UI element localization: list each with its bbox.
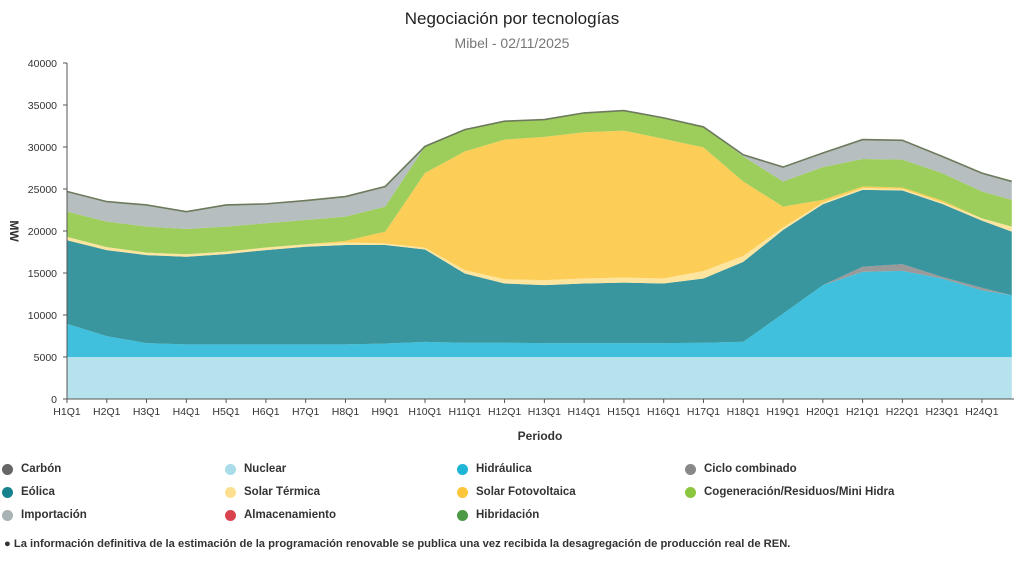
legend-item-nuclear[interactable]: Nuclear bbox=[225, 463, 286, 475]
total-outline bbox=[66, 109, 1012, 213]
x-tick-label: H11Q1 bbox=[449, 406, 482, 418]
legend-item-ciclo-combinado[interactable]: Ciclo combinado bbox=[685, 463, 797, 475]
x-tick-label: H16Q1 bbox=[647, 406, 680, 418]
y-tick-label: 0 bbox=[51, 394, 57, 406]
legend-item-cogeneraci-n-residuos-mini-hidra[interactable]: Cogeneración/Residuos/Mini Hidra bbox=[685, 486, 894, 498]
legend-label: Ciclo combinado bbox=[704, 463, 797, 475]
legend-label: Nuclear bbox=[244, 463, 287, 475]
legend-label: Cogeneración/Residuos/Mini Hidra bbox=[704, 486, 895, 498]
x-tick-label: H13Q1 bbox=[528, 406, 561, 418]
legend-label: Solar Térmica bbox=[244, 486, 321, 498]
legend-dot-icon bbox=[457, 463, 468, 475]
legend-item-solar-fotovoltaica[interactable]: Solar Fotovoltaica bbox=[457, 486, 576, 498]
x-tick-label: H24Q1 bbox=[965, 406, 998, 418]
legend-dot-icon bbox=[2, 463, 13, 475]
x-tick-label: H4Q1 bbox=[173, 406, 201, 418]
x-tick-label: H7Q1 bbox=[292, 406, 320, 418]
legend-item-almacenamiento[interactable]: Almacenamiento bbox=[225, 509, 336, 521]
y-tick-label: 10000 bbox=[28, 310, 57, 322]
legend-dot-icon bbox=[2, 486, 13, 498]
footnote: ● La información definitiva de la estima… bbox=[4, 538, 791, 550]
legend-dot-icon bbox=[685, 486, 696, 498]
legend-dot-icon bbox=[225, 509, 236, 521]
axes-layer: 0 5000 10000 15000 20000 25000 30000 35000 40000… bbox=[28, 58, 1014, 418]
legend-label: Hibridación bbox=[476, 509, 540, 521]
x-tick-label: H15Q1 bbox=[607, 406, 640, 418]
x-tick-label: H17Q1 bbox=[687, 406, 720, 418]
areas-layer bbox=[66, 109, 1012, 399]
area-ciclo-combinado[interactable] bbox=[67, 264, 1012, 345]
legend-item-hidr-ulica[interactable]: Hidráulica bbox=[457, 463, 532, 475]
legend-label: Importación bbox=[21, 509, 87, 521]
x-tick-label: H2Q1 bbox=[93, 406, 121, 418]
legend-item-hibridaci-n[interactable]: Hibridación bbox=[457, 509, 539, 521]
x-tick-label: H23Q1 bbox=[926, 406, 959, 418]
chart-subtitle: Mibel - 02/11/2025 bbox=[455, 35, 570, 51]
legend-item-importaci-n[interactable]: Importación bbox=[2, 509, 87, 521]
legend-dot-icon bbox=[225, 486, 236, 498]
y-axis-title: MW bbox=[7, 220, 21, 242]
x-tick-label: H1Q1 bbox=[53, 406, 81, 418]
area-cogeneraci-n-residuos-mini-hidra[interactable] bbox=[67, 110, 1012, 255]
legend-item-carb-n[interactable]: Carbón bbox=[2, 463, 61, 475]
legend-label: Solar Fotovoltaica bbox=[476, 486, 576, 498]
chart-title: Negociación por tecnologías bbox=[405, 9, 620, 28]
legend-label: Hidráulica bbox=[476, 463, 532, 475]
legend-dot-icon bbox=[225, 463, 236, 475]
x-tick-label: H18Q1 bbox=[727, 406, 760, 418]
x-tick-label: H20Q1 bbox=[806, 406, 839, 418]
legend-label: Carbón bbox=[21, 463, 62, 475]
legend-item-e-lica[interactable]: Eólica bbox=[2, 486, 55, 498]
legend-dot-icon bbox=[457, 509, 468, 521]
x-tick-label: H19Q1 bbox=[766, 406, 799, 418]
x-tick-label: H12Q1 bbox=[488, 406, 521, 418]
y-tick-label: 15000 bbox=[28, 268, 57, 280]
legend-dot-icon bbox=[685, 463, 696, 475]
y-tick-label: 30000 bbox=[28, 142, 57, 154]
y-tick-label: 25000 bbox=[28, 184, 57, 196]
x-tick-label: H22Q1 bbox=[886, 406, 919, 418]
legend-label: Almacenamiento bbox=[244, 509, 337, 521]
area-nuclear[interactable] bbox=[67, 357, 1012, 399]
y-tick-label: 40000 bbox=[28, 58, 57, 70]
x-tick-label: H9Q1 bbox=[372, 406, 400, 418]
x-tick-label: H8Q1 bbox=[332, 406, 360, 418]
x-tick-label: H10Q1 bbox=[408, 406, 441, 418]
legend-dot-icon bbox=[457, 486, 468, 498]
legend-label: Eólica bbox=[21, 486, 55, 498]
x-tick-label: H14Q1 bbox=[567, 406, 600, 418]
area-solar-fotovoltaica[interactable] bbox=[67, 130, 1012, 281]
y-tick-label: 20000 bbox=[28, 226, 57, 238]
area-hidr-ulica[interactable] bbox=[67, 270, 1012, 357]
y-tick-label: 5000 bbox=[34, 352, 58, 364]
legend-dot-icon bbox=[2, 509, 13, 521]
legend: Carbón Nuclear Hidráulica Ciclo combinado Eó… bbox=[0, 460, 1024, 530]
x-tick-label: H3Q1 bbox=[133, 406, 161, 418]
y-tick-label: 35000 bbox=[28, 100, 57, 112]
area-e-lica[interactable] bbox=[67, 189, 1012, 345]
x-tick-label: H5Q1 bbox=[212, 406, 240, 418]
x-tick-label: H21Q1 bbox=[846, 406, 879, 418]
x-axis-title: Periodo bbox=[518, 429, 563, 443]
area-importaci-n[interactable] bbox=[67, 110, 1012, 229]
x-tick-label: H6Q1 bbox=[252, 406, 280, 418]
legend-item-solar-t-rmica[interactable]: Solar Térmica bbox=[225, 486, 320, 498]
